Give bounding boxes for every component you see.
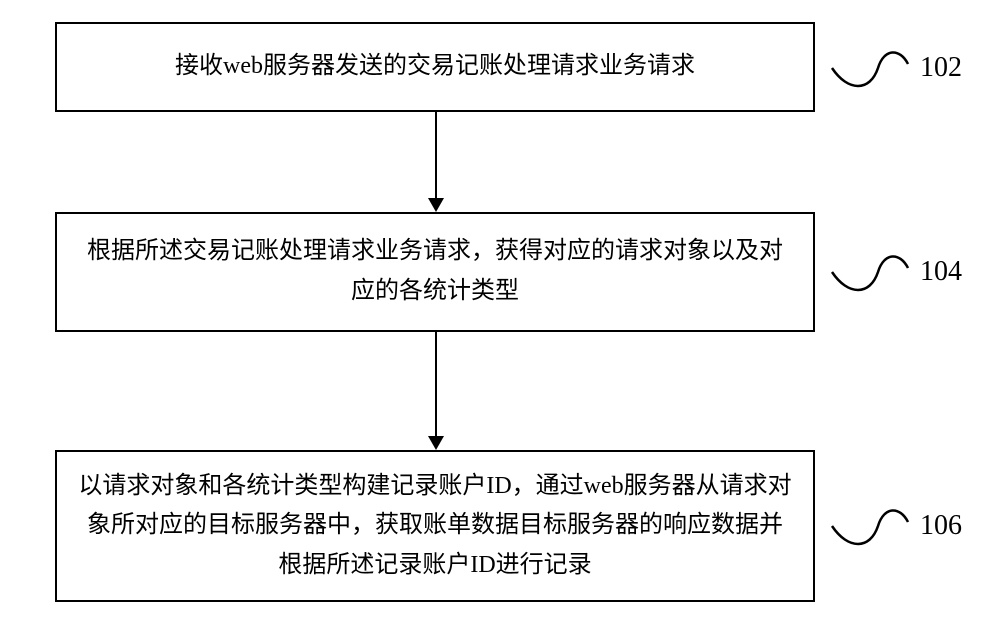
- flow-step-102-text: 接收web服务器发送的交易记账处理请求业务请求: [175, 47, 695, 87]
- connector-swoosh-106: [830, 498, 910, 558]
- flow-step-106: 以请求对象和各统计类型构建记录账户ID，通过web服务器从请求对象所对应的目标服…: [55, 450, 815, 602]
- flow-step-102-label: 102: [920, 52, 962, 84]
- connector-swoosh-104: [830, 244, 910, 304]
- flow-step-104-label: 104: [920, 256, 962, 288]
- flow-step-104: 根据所述交易记账处理请求业务请求，获得对应的请求对象以及对应的各统计类型: [55, 212, 815, 332]
- flow-step-104-text: 根据所述交易记账处理请求业务请求，获得对应的请求对象以及对应的各统计类型: [77, 232, 793, 311]
- connector-swoosh-102: [830, 40, 910, 100]
- flow-step-106-text: 以请求对象和各统计类型构建记录账户ID，通过web服务器从请求对象所对应的目标服…: [77, 467, 793, 586]
- flowchart-canvas: 接收web服务器发送的交易记账处理请求业务请求 102 根据所述交易记账处理请求…: [0, 0, 1000, 633]
- flow-step-106-label: 106: [920, 510, 962, 542]
- arrow-104-to-106: [435, 332, 437, 450]
- flow-step-102: 接收web服务器发送的交易记账处理请求业务请求: [55, 22, 815, 112]
- arrow-102-to-104: [435, 112, 437, 212]
